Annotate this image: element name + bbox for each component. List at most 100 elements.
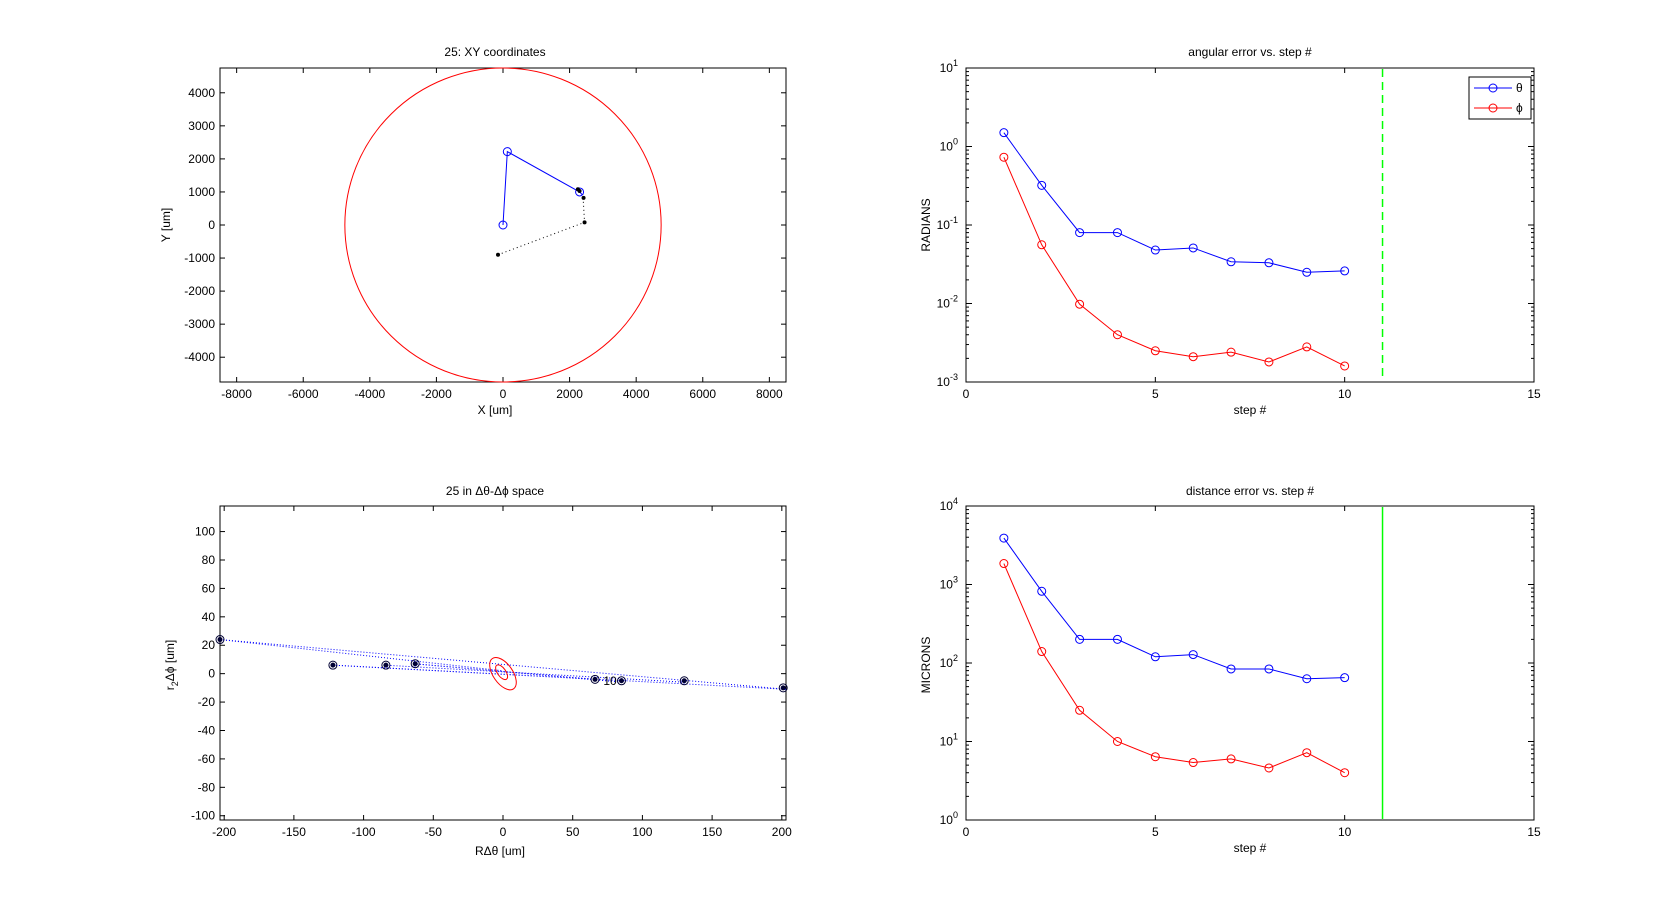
y-tick-label: 100 [195,525,215,539]
series-line-0 [1003,537,1345,680]
step-point-ring [381,660,391,670]
xy-title: 25: XY coordinates [444,45,545,59]
x-tick-label: 15 [1527,825,1541,839]
series-point-1 [1302,342,1312,352]
y-tick-label: 100 [940,810,958,827]
step-point-ring [778,683,788,693]
path-point [498,220,508,230]
distance-x-ticks: 0 5 10 15 [963,506,1541,839]
series-point-0 [1302,674,1312,684]
step-point [217,637,223,643]
y-tick-label: 4000 [188,86,215,100]
x-tick-label: -100 [352,825,376,839]
distance-title: distance error vs. step # [1186,484,1314,498]
series-point-0 [1150,652,1160,662]
black-point [582,220,587,225]
legend-theta-label: θ [1516,81,1523,95]
series-point-1 [1226,754,1236,764]
series-point-0 [1264,258,1274,268]
xy-plot-area [344,67,662,383]
error-ellipse [495,664,509,681]
y-tick-label: -3000 [184,317,215,331]
series-point-1 [1075,299,1085,309]
x-tick-label: 8000 [756,387,783,401]
y-tick-label: 10-1 [937,215,958,232]
series-line-0 [1003,132,1345,273]
xy-x-ticks: -8000 -6000 -4000 -2000 0 2000 4000 6000 8000 [221,68,783,401]
distance-y-ticks: 100 101 102 103 104 [940,496,1534,827]
x-tick-label: -200 [212,825,236,839]
path-point [502,147,512,157]
series-point-1 [1264,763,1274,773]
boundary-circle [344,67,662,383]
series-point-1 [1188,352,1198,362]
series-point-1 [1112,330,1122,340]
series-point-0 [1188,650,1198,660]
step-point [780,685,786,691]
y-tick-label: -80 [198,780,216,794]
step-point [383,662,389,668]
series-point-1 [1150,346,1160,356]
series-point-0 [1037,586,1047,596]
y-tick-label: 101 [940,58,958,75]
y-tick-label: -20 [198,695,216,709]
x-tick-label: -8000 [221,387,252,401]
angular-legend: θ ϕ [1468,76,1532,120]
angular-title: angular error vs. step # [1188,45,1312,59]
y-tick-label: 40 [202,610,216,624]
y-tick-label: 2000 [188,152,215,166]
distance-xlabel: step # [1234,841,1267,855]
x-tick-label: -150 [282,825,306,839]
dtheta-ylabel-main: r [163,686,177,690]
step-point-ring [679,676,689,686]
x-tick-label: -2000 [421,387,452,401]
series-line-1 [1003,157,1345,367]
y-tick-label: 103 [940,575,958,592]
dtheta-ylabel-sub: 2 [170,681,180,686]
x-tick-label: 2000 [556,387,583,401]
dtheta-y-ticks: -100 -80 -60 -40 -20 0 20 40 60 80 100 [191,525,786,823]
series-point-0 [1340,266,1350,276]
y-tick-label: 10-2 [937,294,958,311]
x-tick-label: 5 [1152,825,1159,839]
x-tick-label: 50 [566,825,580,839]
xy-xlabel: X [um] [478,403,513,417]
distance-ylabel: MICRONS [919,637,933,694]
series-point-1 [1302,748,1312,758]
distance-plot-area [999,507,1384,819]
x-tick-label: 10 [1338,825,1352,839]
series-point-0 [999,128,1009,138]
series-line-1 [1003,563,1345,774]
series-point-0 [1075,634,1085,644]
series-point-1 [1340,361,1350,371]
step-point [330,662,336,668]
series-point-0 [1112,634,1122,644]
dtheta-panel: 25 in Δθ-Δϕ space -200 -150 -100 -50 0 50 100 1… [163,484,792,858]
angular-plot-area [999,69,1384,381]
angular-xlabel: step # [1234,403,1267,417]
series-point-1 [1340,768,1350,778]
series-point-0 [1188,243,1198,253]
y-tick-label: 20 [202,638,216,652]
dtheta-plot-area: 10 [215,635,788,693]
series-point-0 [1302,267,1312,277]
path-point [575,187,585,197]
dtheta-title: 25 in Δθ-Δϕ space [446,484,544,498]
series-point-0 [1150,245,1160,255]
step-point-ring [328,660,338,670]
series-point-1 [1150,752,1160,762]
black-point [581,195,586,200]
x-tick-label: 0 [963,825,970,839]
legend-box [1468,76,1532,120]
x-tick-label: 5 [1152,387,1159,401]
y-tick-label: 3000 [188,119,215,133]
series-point-1 [1075,705,1085,715]
x-tick-label: -6000 [288,387,319,401]
series-point-0 [1075,228,1085,238]
step-point [618,678,624,684]
x-tick-label: 150 [702,825,722,839]
x-tick-label: 200 [772,825,792,839]
y-tick-label: -60 [198,752,216,766]
xy-ylabel: Y [um] [159,208,173,242]
